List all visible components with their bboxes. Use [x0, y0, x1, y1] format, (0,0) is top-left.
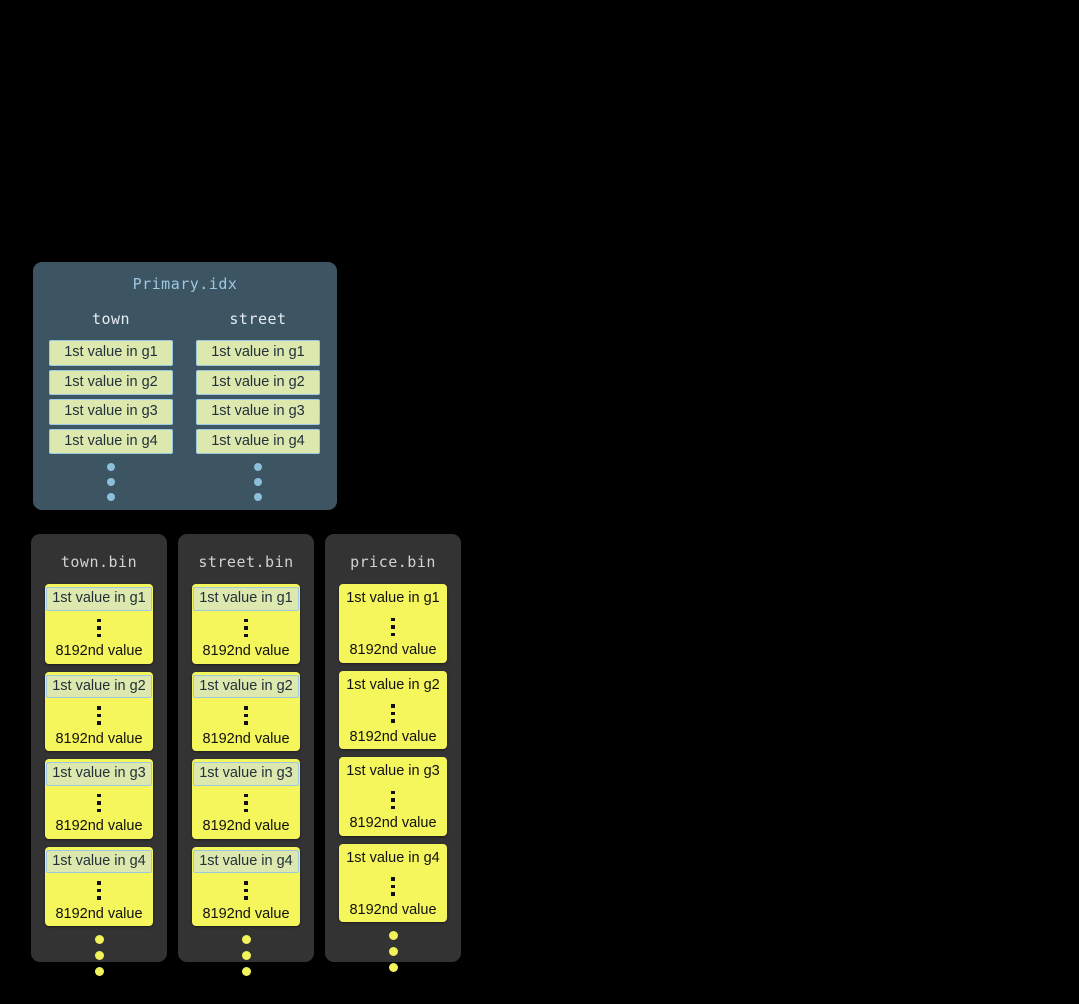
bin-group-last-value: 8192nd value — [202, 905, 290, 922]
bin-panel-body-price: 1st value in g1 8192nd value 1st value i… — [339, 584, 447, 972]
bin-group-first-value: 1st value in g4 — [46, 849, 152, 873]
bin-group: 1st value in g2 8192nd value — [339, 670, 447, 749]
bin-group: 1st value in g4 8192nd value — [339, 843, 447, 922]
primary-index-title: Primary.idx — [132, 275, 238, 293]
bin-group-last-value: 8192nd value — [55, 818, 143, 834]
bin-group: 1st value in g2 8192nd value — [192, 671, 300, 751]
vertical-ellipsis-icon — [45, 881, 153, 900]
index-column-street: street 1st value in g1 1st value in g2 1… — [196, 310, 320, 501]
index-cell: 1st value in g3 — [196, 399, 320, 425]
bin-group: 1st value in g3 8192nd value — [192, 759, 300, 839]
bin-group-first-value: 1st value in g2 — [346, 676, 440, 693]
index-cell: 1st value in g2 — [196, 369, 320, 395]
bin-group-last-value: 8192nd value — [202, 818, 290, 834]
bin-group-first-value: 1st value in g2 — [46, 674, 152, 698]
vertical-ellipsis-dots-icon — [192, 935, 300, 976]
vertical-ellipsis-icon — [192, 881, 300, 900]
bin-group: 1st value in g2 8192nd value — [45, 671, 153, 751]
bin-group-first-value: 1st value in g2 — [193, 674, 299, 698]
primary-index-panel: Primary.idx town 1st value in g1 1st val… — [33, 262, 337, 510]
index-cell: 1st value in g4 — [49, 428, 173, 454]
bin-group-last-value: 8192nd value — [349, 815, 437, 831]
vertical-ellipsis-dots-icon — [45, 935, 153, 976]
vertical-ellipsis-icon — [192, 706, 300, 725]
bin-panel-price: price.bin 1st value in g1 8192nd value 1… — [325, 534, 461, 972]
index-cell: 1st value in g1 — [49, 340, 173, 366]
bin-group-last-value: 8192nd value — [55, 643, 143, 659]
bin-group-first-value: 1st value in g3 — [346, 763, 440, 779]
bin-panel-title-street: street.bin — [198, 553, 294, 571]
vertical-ellipsis-icon — [45, 706, 153, 725]
vertical-ellipsis-dots-icon — [196, 463, 320, 501]
index-column-header-street: street — [229, 310, 287, 328]
index-cell: 1st value in g1 — [196, 340, 320, 366]
index-column-header-town: town — [91, 310, 131, 328]
vertical-ellipsis-icon — [45, 618, 153, 637]
bin-group-first-value: 1st value in g1 — [193, 587, 299, 611]
bin-group-last-value: 8192nd value — [349, 642, 437, 658]
bin-group-last-value: 8192nd value — [202, 730, 290, 747]
bin-group-last-value: 8192nd value — [349, 728, 437, 745]
bin-group-first-value: 1st value in g1 — [346, 590, 440, 606]
bin-group: 1st value in g1 8192nd value — [45, 584, 153, 664]
bin-group: 1st value in g3 8192nd value — [45, 759, 153, 839]
index-cell: 1st value in g2 — [49, 369, 173, 395]
vertical-ellipsis-icon — [192, 793, 300, 812]
vertical-ellipsis-dots-icon — [49, 463, 173, 501]
bin-group: 1st value in g4 8192nd value — [192, 846, 300, 926]
index-column-town: town 1st value in g1 1st value in g2 1st… — [49, 310, 173, 501]
index-cell: 1st value in g4 — [196, 428, 320, 454]
bin-group-first-value: 1st value in g3 — [46, 762, 152, 786]
vertical-ellipsis-icon — [45, 793, 153, 812]
bin-group-last-value: 8192nd value — [55, 905, 143, 922]
vertical-ellipsis-dots-icon — [339, 931, 447, 972]
vertical-ellipsis-icon — [339, 790, 447, 809]
bin-panel-body-street: 1st value in g1 8192nd value 1st value i… — [192, 584, 300, 976]
vertical-ellipsis-icon — [339, 877, 447, 896]
bin-group-last-value: 8192nd value — [349, 901, 437, 918]
bin-group-first-value: 1st value in g3 — [193, 762, 299, 786]
bin-group-last-value: 8192nd value — [55, 730, 143, 747]
bin-group-first-value: 1st value in g4 — [346, 849, 440, 866]
bin-panel-street: street.bin 1st value in g1 8192nd value … — [178, 534, 314, 976]
bin-panel-body-town: 1st value in g1 8192nd value 1st value i… — [45, 584, 153, 976]
bin-group-first-value: 1st value in g4 — [193, 849, 299, 873]
bin-group-first-value: 1st value in g1 — [46, 587, 152, 611]
bin-group: 1st value in g1 8192nd value — [339, 584, 447, 663]
bin-group: 1st value in g1 8192nd value — [192, 584, 300, 664]
bin-panel-title-price: price.bin — [350, 553, 436, 571]
bin-panel-town: town.bin 1st value in g1 8192nd value 1s… — [31, 534, 167, 976]
bin-group: 1st value in g3 8192nd value — [339, 757, 447, 836]
bin-panel-title-town: town.bin — [60, 553, 138, 571]
bin-group: 1st value in g4 8192nd value — [45, 846, 153, 926]
vertical-ellipsis-icon — [339, 704, 447, 723]
vertical-ellipsis-icon — [192, 618, 300, 637]
vertical-ellipsis-icon — [339, 617, 447, 636]
index-cell: 1st value in g3 — [49, 399, 173, 425]
bin-group-last-value: 8192nd value — [202, 643, 290, 659]
